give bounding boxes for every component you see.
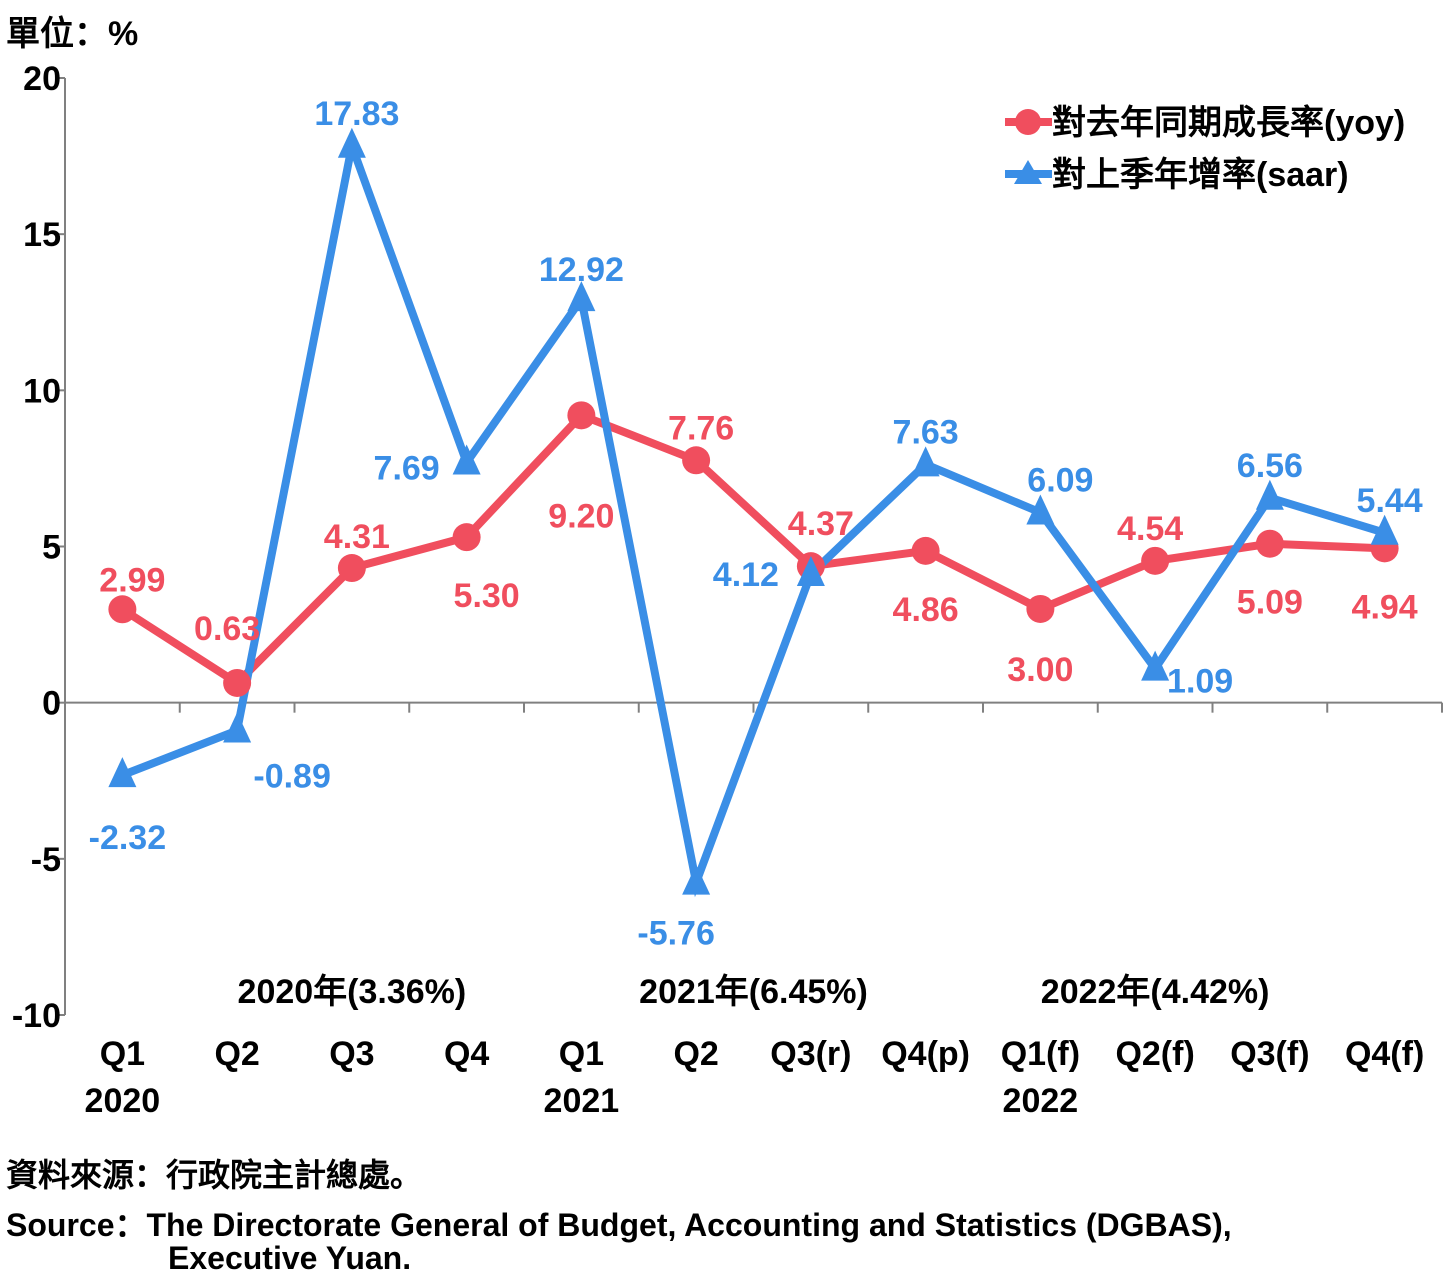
saar-point [567,281,596,312]
saar-data-label: 6.56 [1237,447,1303,485]
legend-marker-circle [1015,109,1041,135]
legend-label: 對去年同期成長率(yoy) [1052,104,1405,142]
x-tick-label: Q4 [444,1035,489,1073]
x-tick-label: Q1(f) [1001,1035,1080,1073]
yoy-point [567,401,596,430]
annual-growth-label: 2021年(6.45%) [639,973,868,1011]
yoy-point [911,536,940,565]
legend-label: 對上季年增率(saar) [1052,156,1349,194]
saar-point [682,864,711,895]
yoy-data-label: 4.86 [893,591,959,629]
y-tick-label: 20 [23,60,61,98]
saar-point [223,712,252,743]
x-tick-label: Q2 [214,1035,259,1073]
series-markers [108,127,1399,895]
annual-growth-label: 2022年(4.42%) [1041,973,1270,1011]
saar-data-label: 17.83 [314,95,399,133]
x-tick-label: Q4(p) [881,1035,970,1073]
saar-data-label: 5.44 [1357,482,1423,520]
source-note-en: Source：The Directorate General of Budget… [6,1207,1232,1243]
series-line-saar [120,130,1386,898]
saar-data-label: 7.63 [893,413,959,451]
source-note-zh: 資料來源：行政院主計總處。 [6,1157,423,1193]
yoy-data-label: 5.30 [454,577,520,615]
saar-data-label: 7.69 [374,449,440,487]
saar-data-label: 1.09 [1167,663,1233,701]
yoy-point [108,595,137,624]
annual-growth-label: 2020年(3.36%) [238,973,467,1011]
yoy-data-label: 2.99 [99,561,165,599]
yoy-point [1141,546,1170,575]
yoy-point [223,668,252,697]
x-tick-label: Q3(r) [770,1035,851,1073]
y-tick-label: 10 [23,372,61,410]
x-year-label: 2021 [544,1082,620,1120]
series-line-yoy [120,410,1385,689]
y-tick-label: 15 [23,216,61,254]
saar-point [1026,494,1055,525]
x-year-label: 2020 [85,1082,161,1120]
chart-axes [57,77,1443,1016]
saar-point [1255,479,1284,510]
yoy-data-label: 7.76 [668,409,734,447]
legend: 對去年同期成長率(yoy) 對上季年增率(saar) [1005,104,1405,194]
annual-growth-labels: 2020年(3.36%) 2021年(6.45%) 2022年(4.42%) [238,973,1270,1011]
yoy-data-label: 4.31 [324,518,390,556]
saar-point [796,555,825,586]
yoy-data-label: 3.00 [1007,651,1073,689]
series-lines [120,130,1386,898]
source-note-en-cont: Executive Yuan. [168,1240,412,1276]
y-tick-label: -10 [12,997,61,1035]
saar-point [337,127,366,158]
saar-data-label: 12.92 [539,251,624,289]
x-tick-label: Q2 [673,1035,718,1073]
yoy-point [1255,529,1284,558]
saar-data-label: 4.12 [713,556,779,594]
yoy-point [452,523,481,552]
saar-point [108,757,137,788]
y-tick-labels: 20 15 10 5 0 -5 -10 [12,60,61,1035]
saar-data-label: -2.32 [89,819,167,857]
x-tick-label: Q3 [329,1035,374,1073]
saar-data-label: -5.76 [637,915,715,953]
line-chart: 20 15 10 5 0 -5 -10 Q1 Q2 Q3 Q4 Q1 Q2 Q3(r) Q4(p) Q1(f… [12,60,1443,1120]
x-tick-label: Q4(f) [1345,1035,1424,1073]
x-tick-label: Q1 [559,1035,604,1073]
yoy-point [1026,594,1055,623]
yoy-point [682,446,711,475]
x-tick-label: Q2(f) [1115,1035,1194,1073]
y-tick-label: -5 [31,841,61,879]
y-tick-label: 5 [42,529,61,567]
yoy-data-label: 4.37 [788,505,854,543]
yoy-data-label: 4.94 [1352,588,1418,626]
x-tick-label: Q3(f) [1230,1035,1309,1073]
legend-marker-triangle [1014,160,1042,184]
x-tick-label: Q1 [100,1035,145,1073]
y-tick-label: 0 [42,685,61,723]
yoy-data-label: 5.09 [1237,584,1303,622]
saar-data-label: -0.89 [253,757,331,795]
saar-point [911,446,940,477]
yoy-data-label: 9.20 [548,497,614,535]
yoy-data-label: 4.54 [1117,510,1183,548]
saar-point [1141,650,1170,681]
yoy-data-label: 0.63 [194,610,260,648]
yoy-point [337,554,366,583]
data-labels: 2.99 0.63 4.31 5.30 9.20 7.76 4.37 4.86 3.00 4.54… [89,95,1423,953]
saar-point [452,444,481,475]
saar-point [1370,514,1399,545]
saar-data-label: 6.09 [1027,461,1093,499]
unit-label: 單位：% [6,15,139,53]
x-year-label: 2022 [1003,1082,1079,1120]
x-tick-labels: Q1 Q2 Q3 Q4 Q1 Q2 Q3(r) Q4(p) Q1(f) Q2(f) Q3(f) Q4(… [85,1035,1425,1120]
